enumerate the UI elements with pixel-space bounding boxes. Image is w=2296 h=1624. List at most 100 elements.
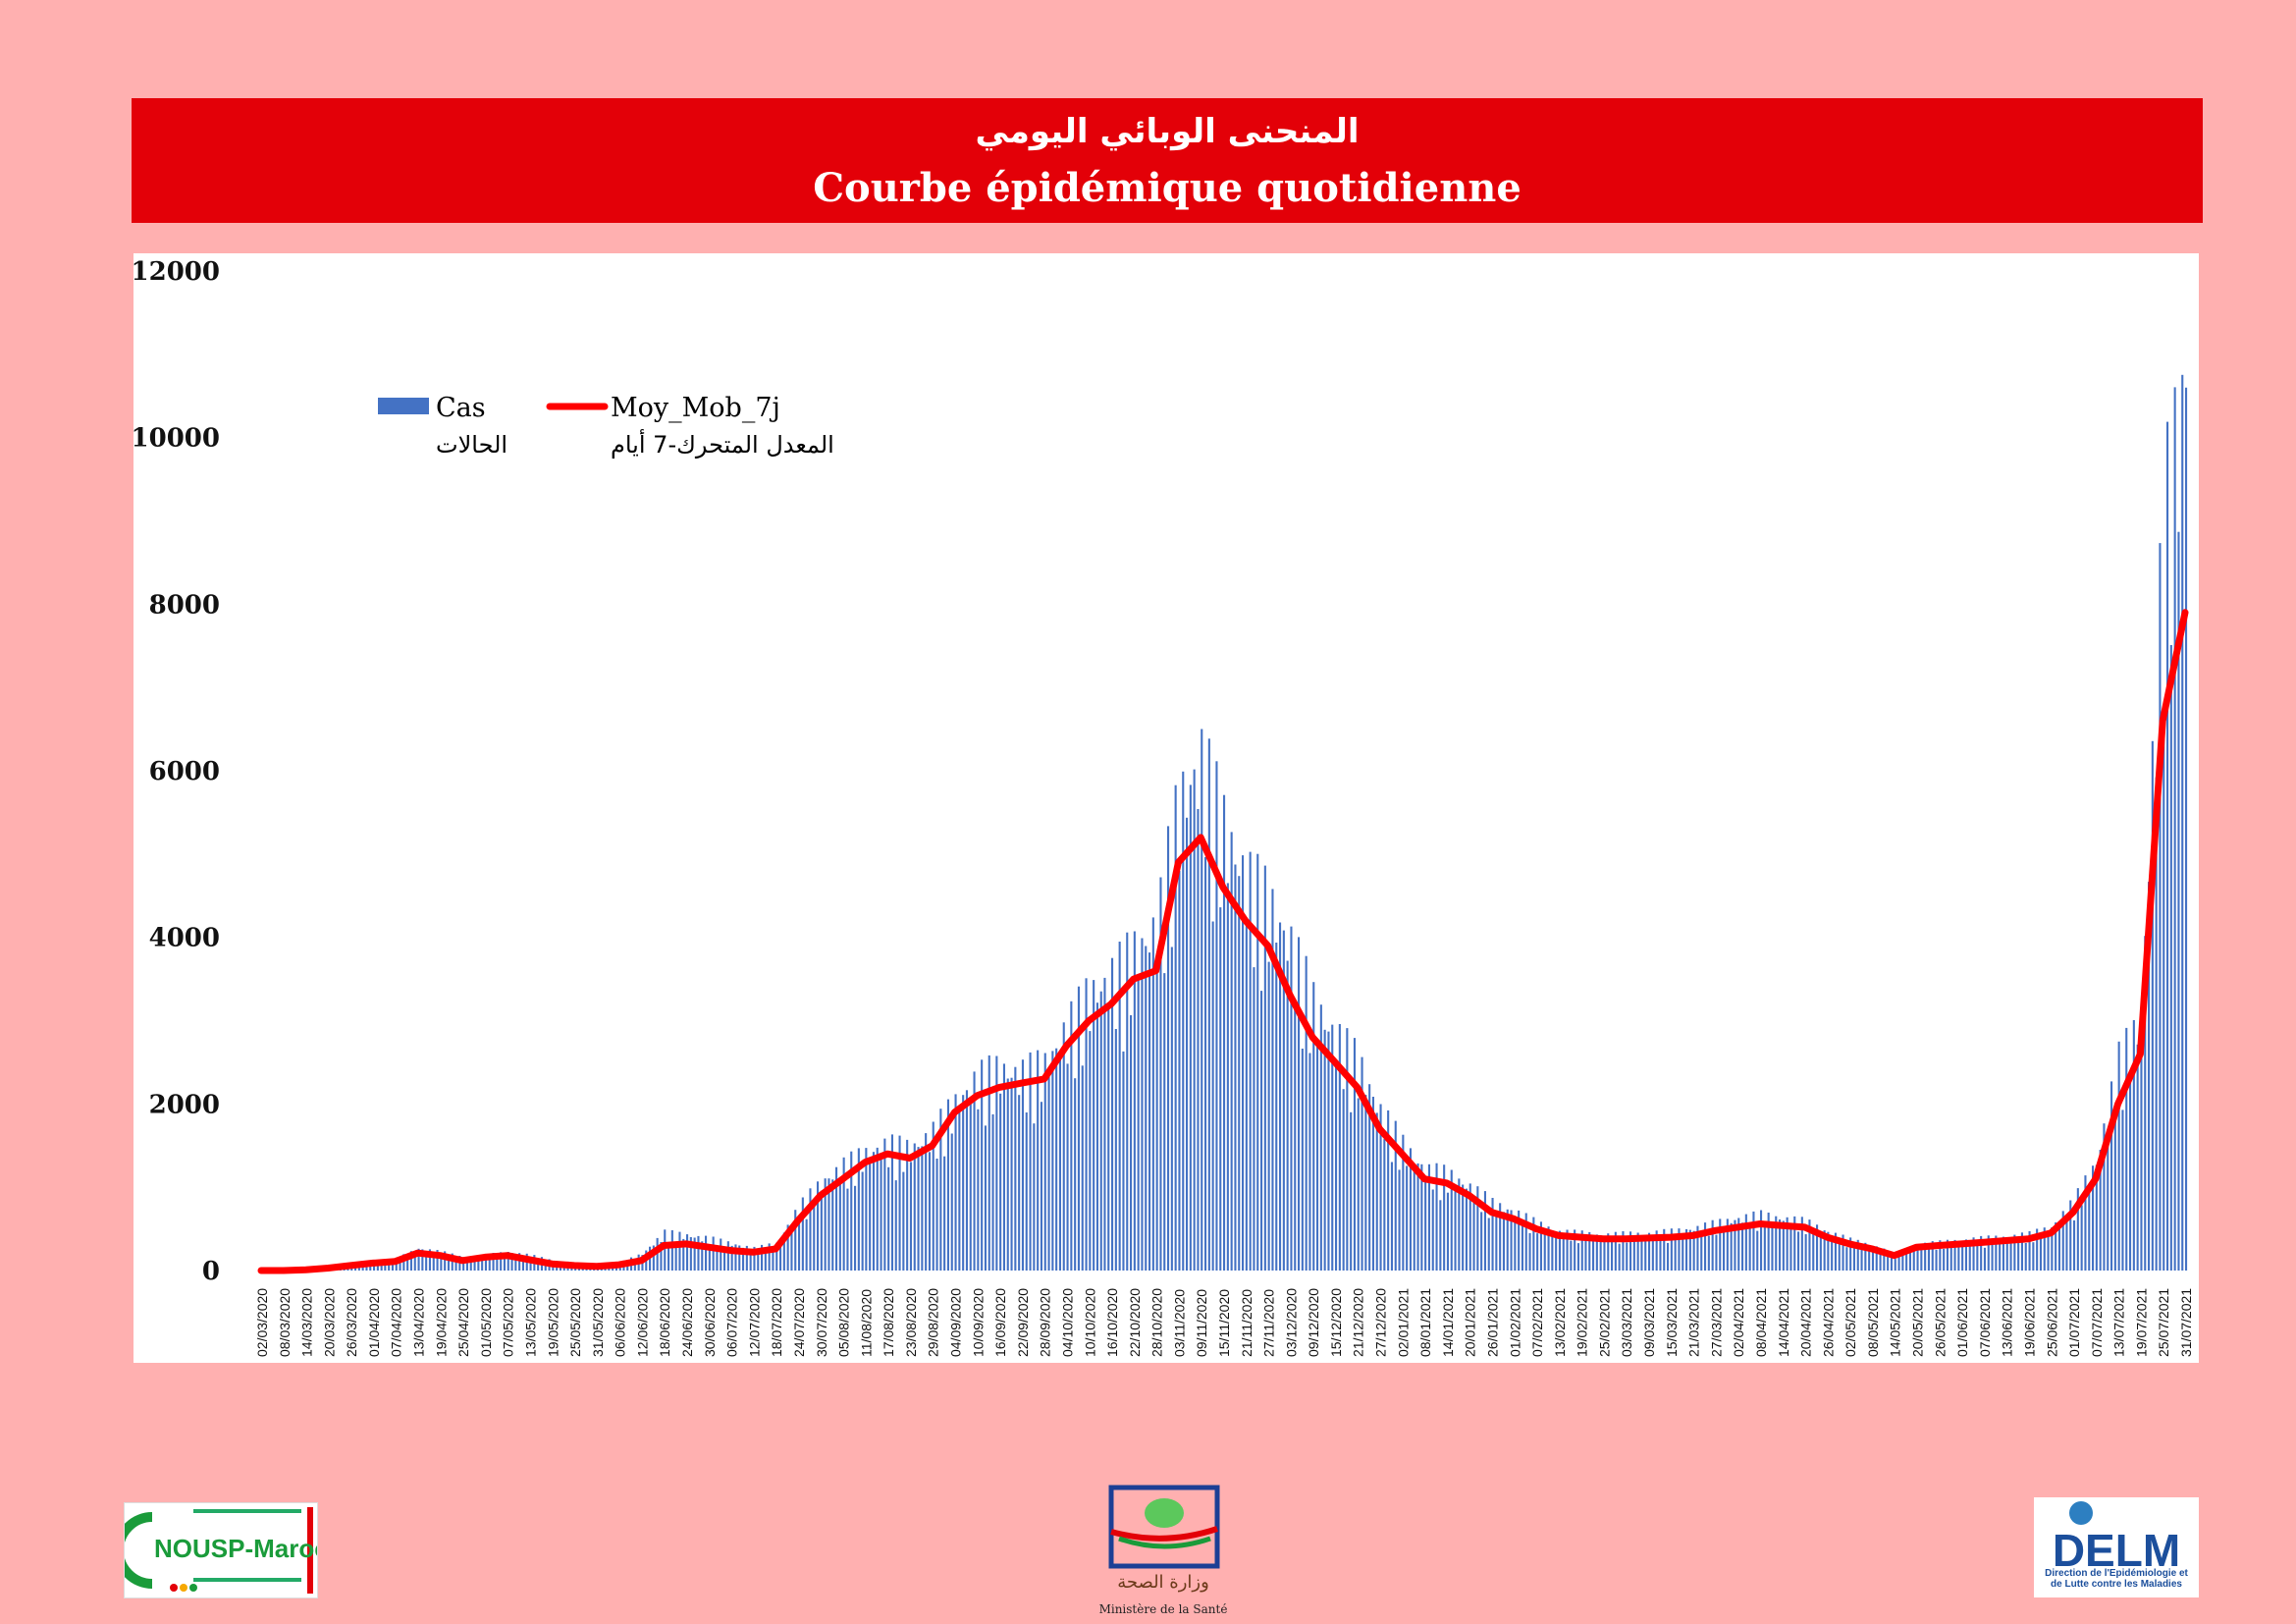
case-bar — [1632, 1238, 1635, 1271]
x-tick-label: 05/08/2020 — [836, 1288, 852, 1357]
case-bar — [2132, 1020, 2135, 1271]
case-bar — [1439, 1200, 1442, 1271]
case-bar — [749, 1251, 752, 1271]
x-tick-label: 25/06/2021 — [2044, 1288, 2059, 1357]
case-bar — [1700, 1232, 1703, 1271]
case-bar — [761, 1244, 764, 1271]
y-tick-label: 8000 — [149, 590, 220, 620]
case-bar — [1816, 1224, 1819, 1271]
case-bar — [909, 1162, 912, 1271]
case-bar — [2092, 1165, 2095, 1271]
case-bar — [1055, 1048, 1058, 1271]
case-bar — [798, 1219, 801, 1271]
case-bar — [2099, 1150, 2102, 1271]
case-bar — [1375, 1112, 1378, 1271]
case-bar — [1789, 1225, 1792, 1271]
case-bar — [894, 1180, 897, 1271]
case-bar — [734, 1244, 737, 1271]
case-bar — [1189, 785, 1192, 1271]
case-bar — [686, 1234, 689, 1271]
case-bar — [1890, 1251, 1893, 1271]
case-bar — [2169, 645, 2172, 1271]
case-bar — [1174, 785, 1177, 1271]
case-bar — [1715, 1234, 1718, 1271]
case-bar — [1916, 1244, 1919, 1271]
case-bar — [1122, 1051, 1125, 1271]
y-tick-label: 6000 — [149, 757, 220, 786]
case-bar — [521, 1256, 524, 1271]
case-bar — [1779, 1219, 1782, 1271]
case-bar — [529, 1259, 532, 1271]
x-tick-label: 17/08/2020 — [881, 1288, 896, 1357]
case-bar — [1868, 1245, 1871, 1271]
case-bar — [1014, 1066, 1017, 1271]
case-bar — [790, 1224, 793, 1271]
case-bar — [1883, 1248, 1886, 1271]
case-bar — [1350, 1111, 1353, 1271]
case-bar — [1193, 769, 1196, 1271]
case-bar — [831, 1179, 834, 1271]
case-bar — [1775, 1216, 1778, 1271]
case-bar — [500, 1252, 503, 1271]
x-tick-label: 26/01/2021 — [1484, 1288, 1500, 1357]
case-bar — [2181, 374, 2184, 1271]
case-bar — [1207, 738, 1210, 1271]
moving-average-polyline — [257, 609, 2189, 1274]
case-bar — [1842, 1234, 1844, 1271]
case-bar — [1286, 960, 1289, 1271]
case-bar — [1346, 1028, 1349, 1271]
case-bar — [1510, 1210, 1513, 1271]
case-bar — [1256, 853, 1259, 1271]
delm-logo-subtext: Direction de l'Epidémiologie et de Lutte… — [2045, 1568, 2188, 1590]
x-tick-label: 12/07/2020 — [746, 1288, 762, 1357]
x-tick-label: 22/10/2020 — [1127, 1288, 1143, 1357]
case-bar — [932, 1121, 934, 1271]
case-bar — [869, 1159, 872, 1271]
case-bar — [1532, 1217, 1535, 1271]
x-tick-label: 02/04/2021 — [1731, 1288, 1746, 1357]
case-bar — [712, 1236, 715, 1271]
case-bar — [1588, 1231, 1591, 1271]
case-bar — [1491, 1198, 1494, 1271]
case-bar — [454, 1257, 457, 1271]
case-bar — [2061, 1211, 2064, 1271]
case-bar — [465, 1257, 468, 1271]
case-bar — [824, 1178, 827, 1271]
case-bar — [1226, 883, 1229, 1271]
legend-swatch-cases — [378, 398, 429, 414]
x-tick-label: 04/10/2020 — [1059, 1288, 1075, 1357]
x-tick-label: 14/04/2021 — [1776, 1288, 1791, 1357]
case-bar — [1648, 1232, 1651, 1271]
case-bar — [995, 1056, 998, 1271]
case-bar — [1651, 1237, 1654, 1271]
case-bar — [838, 1182, 841, 1271]
case-bar — [1263, 865, 1266, 1271]
case-bar — [1584, 1240, 1587, 1271]
case-bar — [1838, 1241, 1841, 1271]
case-bar — [2005, 1237, 2008, 1271]
case-bar — [1786, 1217, 1789, 1271]
x-tick-label: 10/10/2020 — [1082, 1288, 1097, 1357]
case-bar — [772, 1248, 774, 1271]
case-bar — [1667, 1242, 1670, 1271]
x-tick-label: 10/09/2020 — [970, 1288, 986, 1357]
delm-logo-text: DELM — [2053, 1525, 2180, 1576]
x-tick-label: 14/01/2021 — [1440, 1288, 1456, 1357]
case-bar — [2020, 1232, 2023, 1271]
ministry-logo-arabic: وزارة الصحة — [1117, 1572, 1209, 1593]
case-bar — [946, 1099, 949, 1271]
case-bar — [943, 1156, 946, 1271]
case-bar — [1141, 938, 1144, 1271]
case-bar — [1312, 982, 1315, 1271]
case-bar — [2047, 1230, 2050, 1271]
case-bar — [2009, 1238, 2012, 1271]
x-tick-label: 31/07/2021 — [2178, 1288, 2194, 1357]
case-bar — [1730, 1222, 1733, 1271]
case-bar — [2043, 1227, 2046, 1271]
bars — [261, 374, 2188, 1272]
y-tick-label: 4000 — [149, 924, 220, 953]
case-bar — [1812, 1232, 1815, 1271]
case-bar — [1420, 1164, 1423, 1271]
case-bar — [730, 1245, 733, 1271]
x-tick-label: 25/05/2020 — [567, 1288, 583, 1357]
